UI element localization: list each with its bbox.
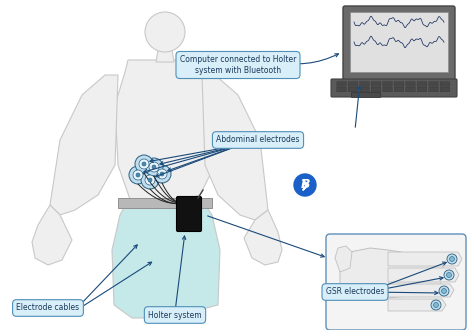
Circle shape — [447, 273, 452, 278]
FancyBboxPatch shape — [440, 87, 450, 92]
FancyBboxPatch shape — [348, 82, 358, 86]
Polygon shape — [202, 75, 268, 220]
FancyBboxPatch shape — [406, 87, 415, 92]
FancyBboxPatch shape — [337, 87, 346, 92]
Circle shape — [431, 300, 441, 310]
Circle shape — [135, 155, 153, 173]
Circle shape — [434, 303, 438, 308]
Text: Abdominal electrodes: Abdominal electrodes — [216, 136, 300, 145]
Text: Holter system: Holter system — [148, 311, 202, 319]
Polygon shape — [156, 50, 174, 62]
Polygon shape — [244, 210, 282, 265]
FancyBboxPatch shape — [360, 87, 369, 92]
Circle shape — [439, 286, 449, 296]
Text: GSR electrodes: GSR electrodes — [326, 287, 384, 296]
FancyBboxPatch shape — [348, 87, 358, 92]
Text: Computer connected to Holter
system with Bluetooth: Computer connected to Holter system with… — [180, 55, 296, 75]
Circle shape — [149, 162, 159, 172]
Circle shape — [133, 170, 143, 180]
Polygon shape — [50, 75, 118, 215]
Polygon shape — [388, 268, 459, 282]
FancyBboxPatch shape — [176, 196, 201, 232]
Text: Electrode cables: Electrode cables — [17, 304, 80, 313]
FancyBboxPatch shape — [383, 87, 392, 92]
Circle shape — [136, 173, 140, 177]
Polygon shape — [32, 205, 72, 265]
Circle shape — [441, 288, 447, 293]
Polygon shape — [335, 246, 352, 272]
Circle shape — [148, 178, 152, 182]
Circle shape — [449, 256, 455, 261]
FancyBboxPatch shape — [331, 79, 457, 97]
FancyBboxPatch shape — [352, 92, 381, 97]
FancyBboxPatch shape — [337, 82, 346, 86]
FancyBboxPatch shape — [371, 87, 381, 92]
Circle shape — [447, 254, 457, 264]
FancyBboxPatch shape — [428, 82, 438, 86]
FancyBboxPatch shape — [360, 82, 369, 86]
FancyBboxPatch shape — [406, 82, 415, 86]
Circle shape — [139, 159, 149, 169]
Polygon shape — [115, 60, 218, 205]
Circle shape — [142, 162, 146, 166]
Polygon shape — [388, 299, 446, 311]
FancyBboxPatch shape — [343, 6, 455, 82]
Circle shape — [141, 171, 159, 189]
FancyBboxPatch shape — [440, 82, 450, 86]
FancyBboxPatch shape — [417, 87, 427, 92]
Circle shape — [444, 270, 454, 280]
Circle shape — [145, 158, 163, 176]
Polygon shape — [388, 284, 454, 297]
FancyBboxPatch shape — [428, 87, 438, 92]
FancyBboxPatch shape — [394, 82, 404, 86]
FancyBboxPatch shape — [383, 82, 392, 86]
FancyBboxPatch shape — [417, 82, 427, 86]
Circle shape — [129, 166, 147, 184]
FancyBboxPatch shape — [118, 198, 212, 208]
Polygon shape — [388, 252, 462, 266]
FancyBboxPatch shape — [371, 82, 381, 86]
Circle shape — [157, 169, 167, 179]
Circle shape — [160, 172, 164, 176]
FancyBboxPatch shape — [394, 87, 404, 92]
Circle shape — [152, 165, 156, 169]
Text: B: B — [300, 179, 310, 191]
FancyBboxPatch shape — [326, 234, 466, 330]
Circle shape — [145, 175, 155, 185]
Circle shape — [294, 174, 316, 196]
FancyBboxPatch shape — [350, 12, 448, 72]
Polygon shape — [112, 200, 220, 318]
Circle shape — [153, 165, 171, 183]
Circle shape — [145, 12, 185, 52]
Polygon shape — [340, 248, 445, 298]
